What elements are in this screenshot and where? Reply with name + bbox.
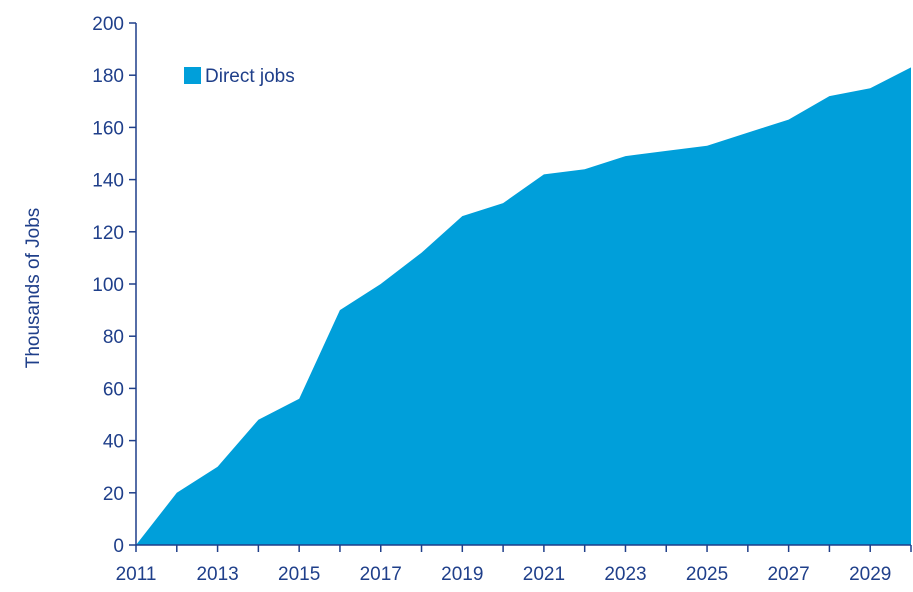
y-tick-label: 120 <box>92 223 124 244</box>
y-tick-label: 0 <box>113 536 124 557</box>
x-tick-label: 2017 <box>360 564 402 585</box>
legend: Direct jobs <box>184 66 295 87</box>
y-tick-label: 20 <box>103 484 124 505</box>
x-tick-label: 2013 <box>196 564 238 585</box>
y-ticks: 0 20 40 60 80 100 120 140 160 180 200 <box>92 14 136 557</box>
y-tick-label: 160 <box>92 118 124 139</box>
y-tick-label: 200 <box>92 14 124 35</box>
x-tick-label: 2029 <box>849 564 891 585</box>
area-layer <box>136 67 911 546</box>
legend-label: Direct jobs <box>205 66 295 87</box>
x-tick-label: 2025 <box>686 564 728 585</box>
y-tick-label: 100 <box>92 275 124 296</box>
y-tick-label: 80 <box>103 327 124 348</box>
x-tick-label: 2015 <box>278 564 320 585</box>
y-tick-label: 140 <box>92 171 124 192</box>
x-ticks: 2011 2013 2015 2017 2019 2021 2023 2025 2027 2029 <box>116 545 912 585</box>
y-tick-label: 40 <box>103 432 124 453</box>
x-tick-label: 2021 <box>523 564 565 585</box>
x-tick-label: 2023 <box>604 564 646 585</box>
y-tick-label: 60 <box>103 379 124 400</box>
legend-swatch <box>184 67 201 84</box>
x-tick-label: 2019 <box>441 564 483 585</box>
y-axis-title: Thousands of Jobs <box>23 208 44 369</box>
y-tick-label: 180 <box>92 66 124 87</box>
area-series-direct-jobs <box>136 67 911 546</box>
x-tick-label: 2011 <box>116 564 157 585</box>
x-tick-label: 2027 <box>767 564 809 585</box>
